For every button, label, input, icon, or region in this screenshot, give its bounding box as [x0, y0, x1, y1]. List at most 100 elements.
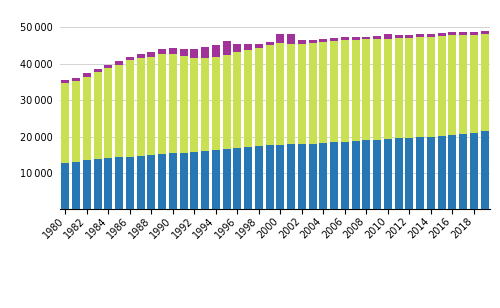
Bar	[234, 148, 241, 209]
Bar	[427, 37, 435, 137]
Bar	[276, 43, 284, 145]
Bar	[212, 57, 220, 151]
Bar	[190, 58, 198, 152]
Bar	[94, 159, 102, 209]
Bar	[136, 58, 144, 156]
Bar	[83, 73, 91, 77]
Bar	[72, 78, 80, 81]
Bar	[83, 77, 91, 160]
Bar	[320, 39, 328, 42]
Bar	[416, 34, 424, 37]
Bar	[190, 152, 198, 209]
Bar	[427, 137, 435, 209]
Bar	[330, 143, 338, 209]
Bar	[448, 135, 456, 209]
Bar	[438, 36, 446, 136]
Bar	[201, 59, 209, 151]
Bar	[427, 34, 435, 37]
Bar	[373, 39, 381, 140]
Bar	[115, 157, 123, 209]
Bar	[394, 139, 402, 209]
Bar	[190, 49, 198, 58]
Bar	[330, 41, 338, 143]
Bar	[72, 162, 80, 209]
Bar	[384, 39, 392, 139]
Bar	[234, 44, 241, 52]
Bar	[416, 137, 424, 209]
Bar	[406, 38, 413, 138]
Bar	[180, 49, 188, 56]
Bar	[352, 141, 360, 209]
Bar	[158, 49, 166, 54]
Bar	[308, 40, 316, 43]
Bar	[212, 151, 220, 209]
Bar	[266, 145, 274, 209]
Bar	[244, 147, 252, 209]
Bar	[362, 140, 370, 209]
Bar	[298, 144, 306, 209]
Bar	[438, 136, 446, 209]
Bar	[244, 50, 252, 147]
Bar	[255, 48, 263, 146]
Bar	[308, 144, 316, 209]
Bar	[104, 65, 112, 68]
Bar	[448, 32, 456, 35]
Bar	[136, 156, 144, 209]
Bar	[394, 35, 402, 38]
Bar	[104, 159, 112, 209]
Bar	[352, 37, 360, 40]
Bar	[373, 140, 381, 209]
Bar	[158, 54, 166, 154]
Bar	[362, 39, 370, 140]
Bar	[470, 133, 478, 209]
Bar	[362, 37, 370, 39]
Bar	[169, 55, 177, 153]
Bar	[320, 42, 328, 143]
Bar	[470, 35, 478, 133]
Bar	[287, 144, 295, 209]
Bar	[94, 69, 102, 72]
Bar	[384, 34, 392, 39]
Bar	[126, 57, 134, 60]
Bar	[480, 131, 488, 209]
Bar	[255, 44, 263, 48]
Bar	[148, 52, 156, 57]
Bar	[222, 41, 230, 55]
Bar	[406, 35, 413, 38]
Bar	[406, 138, 413, 209]
Bar	[115, 61, 123, 65]
Bar	[352, 40, 360, 141]
Bar	[276, 34, 284, 43]
Bar	[308, 43, 316, 144]
Bar	[126, 157, 134, 209]
Bar	[169, 153, 177, 209]
Bar	[212, 45, 220, 57]
Bar	[255, 146, 263, 209]
Bar	[298, 40, 306, 44]
Bar	[244, 44, 252, 50]
Bar	[104, 68, 112, 159]
Bar	[83, 160, 91, 209]
Bar	[148, 155, 156, 209]
Bar	[136, 54, 144, 58]
Bar	[438, 33, 446, 36]
Bar	[470, 32, 478, 35]
Bar	[158, 154, 166, 209]
Bar	[94, 72, 102, 159]
Bar	[459, 32, 467, 35]
Bar	[201, 47, 209, 59]
Bar	[287, 34, 295, 44]
Bar	[330, 38, 338, 41]
Bar	[276, 145, 284, 209]
Bar	[180, 153, 188, 209]
Bar	[62, 80, 70, 83]
Bar	[320, 143, 328, 209]
Bar	[459, 35, 467, 134]
Bar	[459, 134, 467, 209]
Bar	[341, 40, 349, 142]
Bar	[448, 35, 456, 135]
Bar	[266, 42, 274, 45]
Bar	[126, 60, 134, 157]
Bar	[115, 65, 123, 157]
Bar	[234, 52, 241, 148]
